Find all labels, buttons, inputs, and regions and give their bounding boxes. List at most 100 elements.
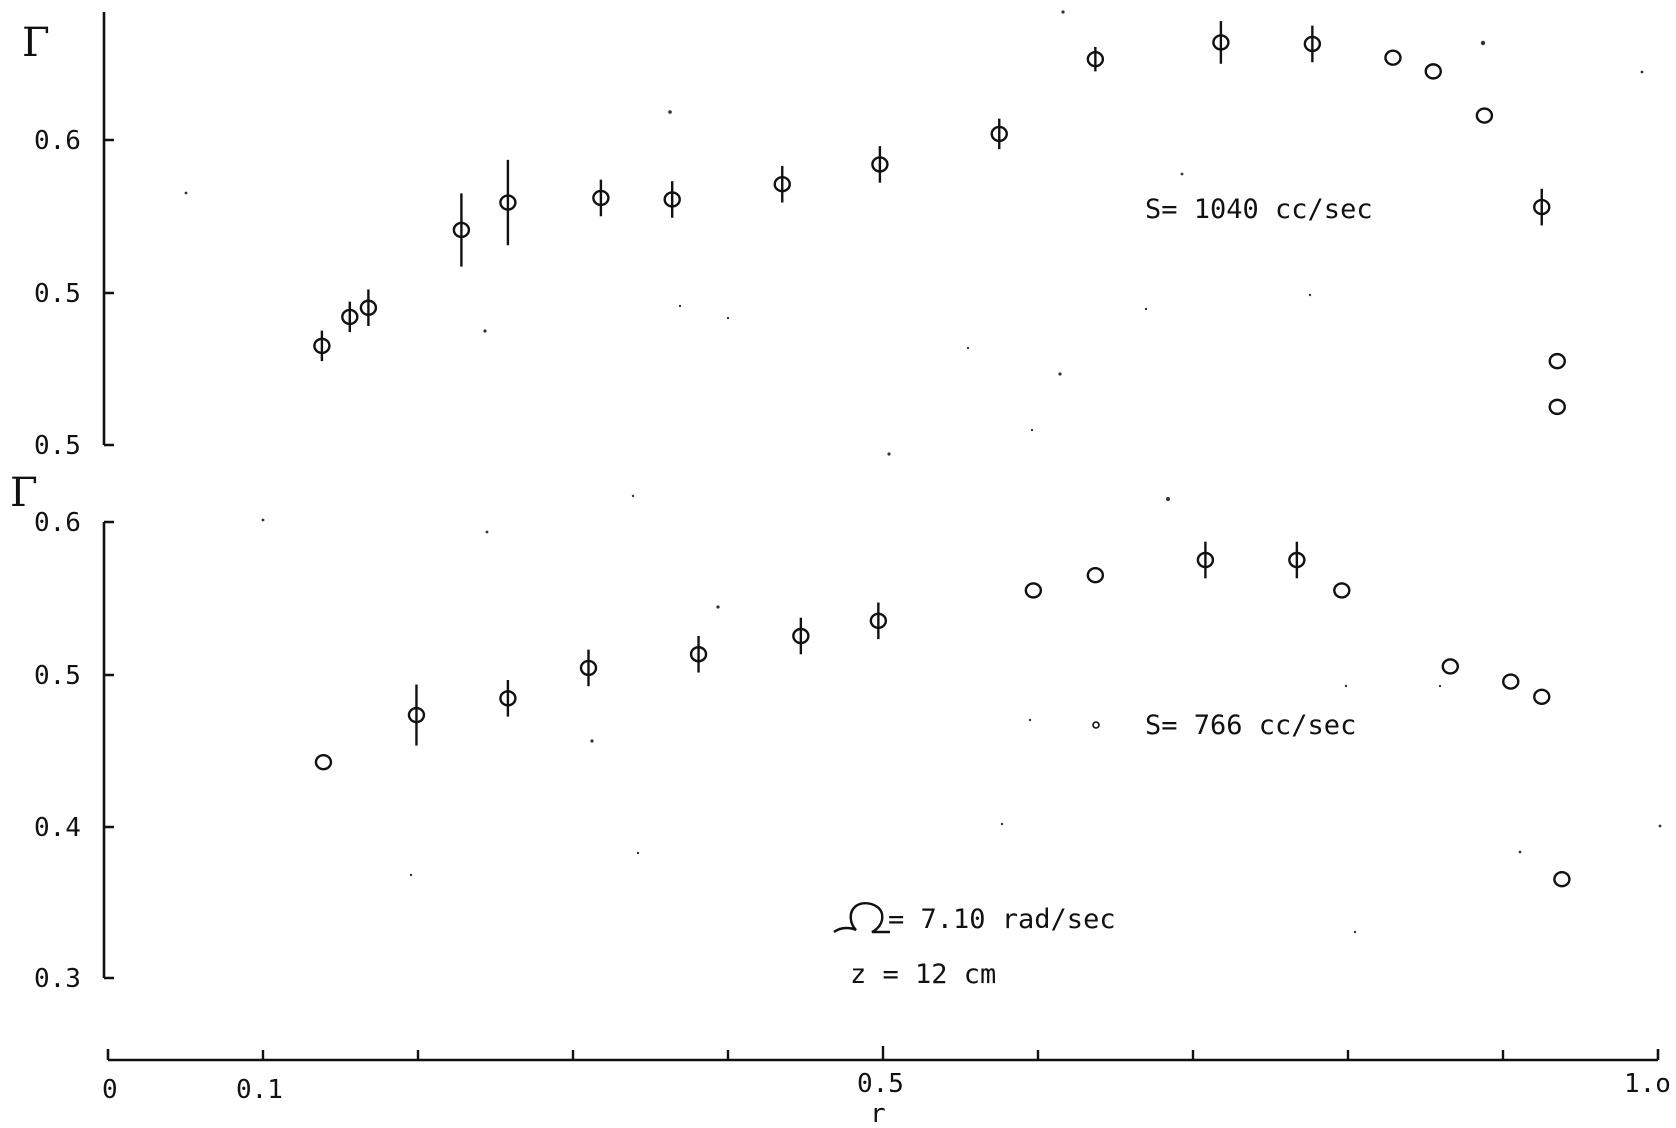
upper-data-point [773,165,791,203]
small-circle-marker [1092,721,1100,729]
lower-marker [407,706,426,724]
scan-specks [184,10,1662,934]
lower-marker [1502,673,1520,690]
lower-data-point [1333,582,1351,599]
lower-marker [1086,567,1105,584]
upper-data-point [1086,46,1105,72]
upper-data-point [1533,188,1551,226]
upper-data-point [592,179,610,217]
rotation-rate-annotation: = 7.10 rad/sec [888,904,1116,935]
lower-marker [869,612,888,629]
height-annotation: z = 12 cm [850,959,996,990]
lower-data-point [1024,582,1043,599]
lower-data-point [499,680,517,717]
lower-y-tick-label-1: 0.3 [34,964,81,994]
upper-data-point [341,301,359,333]
upper-data-point [1475,107,1494,124]
upper-y-tick-label-2: 0.5 [34,279,81,309]
x-tick-label-0: 0 [102,1075,118,1105]
upper-data-point [1212,21,1230,64]
lower-y-tick-label-3: 0.5 [34,661,81,691]
upper-marker [990,125,1008,143]
upper-y-axis [102,12,114,447]
upper-marker [1548,352,1566,370]
lower-data-point [1553,871,1571,888]
omega-symbol [833,902,890,934]
upper-marker [313,337,331,355]
lower-marker [314,753,333,771]
upper-marker [341,308,359,326]
x-tick-label-1-0: 1.o [1624,1069,1671,1099]
upper-marker [452,221,471,239]
upper-marker [1303,35,1322,53]
upper-marker [592,189,610,207]
lower-data-point [1288,541,1306,579]
lower-data-point [1196,541,1215,579]
upper-data-point [1384,49,1402,66]
upper-marker [1086,50,1105,68]
lower-marker [1553,871,1571,888]
lower-data-point [1502,673,1520,690]
upper-data-point [871,146,889,183]
lower-marker [689,646,708,663]
lower-marker [1441,658,1460,675]
lower-data-point [792,617,810,655]
lower-marker [792,627,810,645]
lower-y-axis [102,520,114,980]
lower-y-axis-label: Γ [10,470,38,516]
upper-y-tick-label-3: 0.6 [34,126,81,156]
x-tick-label-0-5: 0.5 [857,1069,904,1099]
x-axis: 0 0.1 0.5 r 1.o [102,1046,1671,1128]
x-axis-label: r [870,1099,886,1128]
upper-data-point [1303,25,1322,63]
lower-marker [1288,551,1306,569]
upper-data-point [1548,352,1566,370]
lower-marker [1533,688,1551,705]
lower-data-point [869,602,888,640]
upper-data-point [1548,398,1566,416]
upper-marker [1548,398,1566,416]
upper-y-axis-label: Γ [22,20,50,66]
lower-data-point [1441,658,1460,675]
upper-data-point [359,289,378,327]
upper-marker [663,191,681,208]
upper-panel: Γ 0.5 0.5 0.6 S= 1040 cc/sec [22,12,1566,461]
x-tick-label-0-1: 0.1 [236,1075,283,1105]
lower-data-point [407,684,426,746]
upper-marker [1384,49,1402,66]
upper-data-point [452,193,471,267]
upper-data-points [313,21,1566,416]
upper-data-point [1424,63,1442,80]
lower-y-tick-label-4: 0.6 [34,508,81,538]
lower-marker [1333,582,1351,599]
upper-data-point [499,159,517,246]
lower-series-annotation: S= 766 cc/sec [1145,710,1356,741]
upper-marker [1212,34,1230,51]
lower-marker [579,659,598,677]
lower-panel: Γ 0.3 0.4 0.5 0.6 S= 766 cc/sec = 7.10 r… [10,470,1571,994]
lower-marker [1196,551,1215,569]
lower-y-tick-label-2: 0.4 [34,813,81,843]
upper-marker [1533,198,1551,216]
upper-marker [773,176,791,193]
upper-y-tick-label-1: 0.5 [34,431,81,461]
lower-data-point [1533,688,1551,705]
upper-data-point [990,118,1008,150]
upper-data-point [313,330,331,362]
upper-marker [359,299,378,316]
lower-data-points [314,541,1571,888]
upper-marker [871,156,889,173]
x-minor-ticks [261,1046,1505,1060]
lower-data-point [314,753,333,771]
upper-marker [499,194,517,211]
lower-data-point [579,649,598,687]
upper-marker [1424,63,1442,80]
upper-data-point [663,181,681,218]
lower-data-point [1086,567,1105,584]
upper-series-annotation: S= 1040 cc/sec [1145,194,1373,225]
lower-data-point [689,635,708,673]
lower-marker [1024,582,1043,599]
upper-marker [1475,107,1494,124]
lower-marker [499,690,517,707]
